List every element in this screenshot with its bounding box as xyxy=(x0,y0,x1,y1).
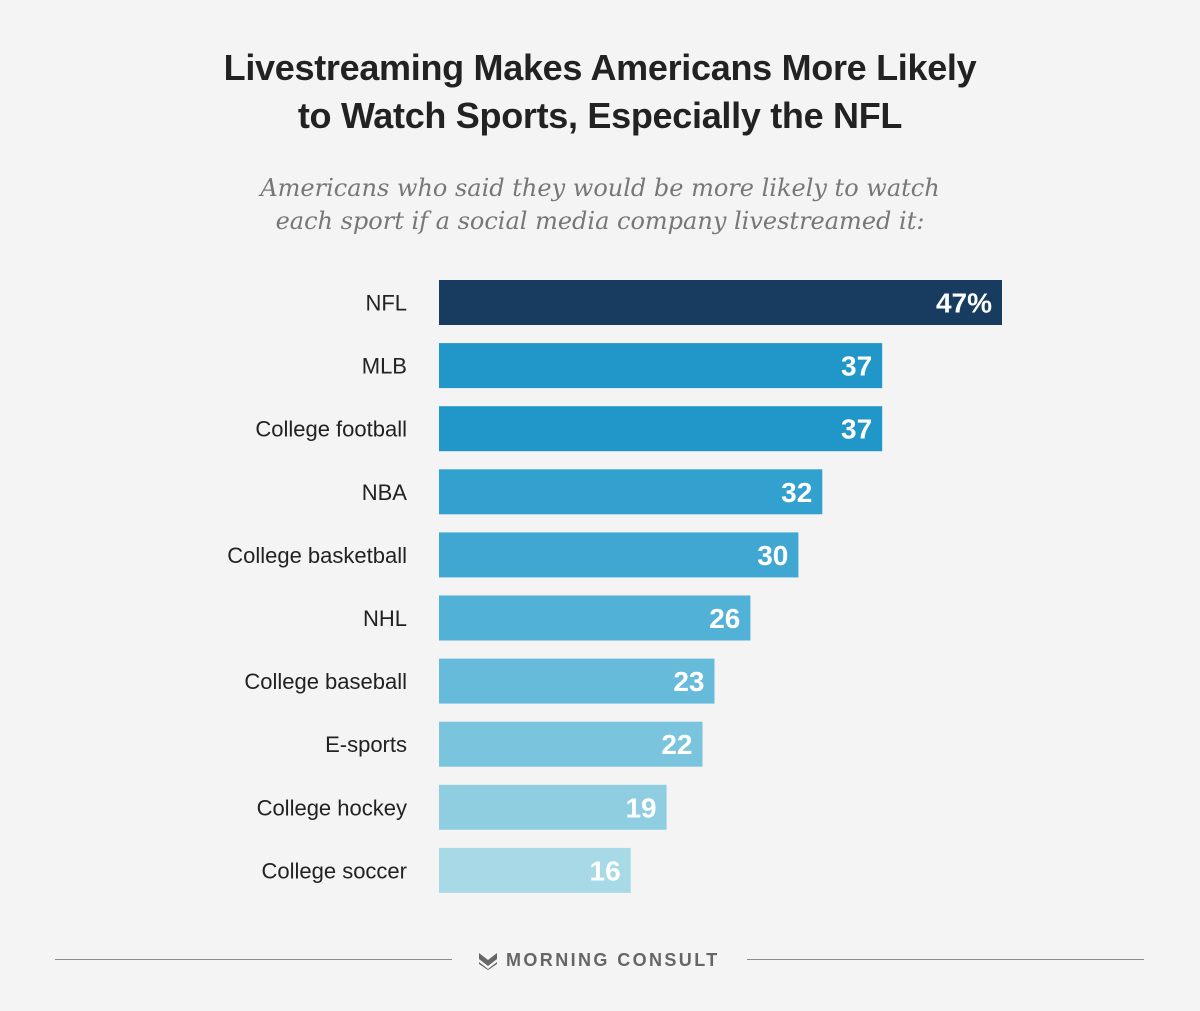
value-label: 30 xyxy=(757,540,788,571)
category-label: E-sports xyxy=(325,732,407,757)
category-label: NHL xyxy=(363,606,407,631)
bar xyxy=(439,280,1002,325)
bar xyxy=(439,784,667,830)
footer-brand: MORNING CONSULT xyxy=(478,946,720,974)
bar xyxy=(439,847,631,893)
chart-title-line-1: Livestreaming Makes Americans More Likel… xyxy=(223,47,977,88)
footer-divider-left xyxy=(55,959,452,960)
category-label: College basketball xyxy=(227,543,407,568)
value-label: 37 xyxy=(841,351,872,382)
category-label: NFL xyxy=(365,291,407,316)
category-label: MLB xyxy=(362,354,407,379)
brand-name: MORNING CONSULT xyxy=(506,949,720,970)
chart-subtitle-line-1: Americans who said they would be more li… xyxy=(260,174,940,202)
category-label: College football xyxy=(255,417,407,442)
chart-subtitle-line-2: each sport if a social media company liv… xyxy=(275,207,925,235)
bar xyxy=(439,721,703,767)
chart-title-line-2: to Watch Sports, Especially the NFL xyxy=(297,95,903,136)
category-label: NBA xyxy=(362,480,408,505)
value-label: 26 xyxy=(709,603,740,634)
value-label: 47% xyxy=(936,288,992,319)
morning-consult-chevron-icon xyxy=(479,953,497,970)
bar xyxy=(439,343,883,389)
value-label: 37 xyxy=(841,414,872,445)
chart-title: Livestreaming Makes Americans More Likel… xyxy=(0,44,1200,140)
category-label: College baseball xyxy=(244,669,407,694)
category-label: College soccer xyxy=(261,858,407,883)
chart-subtitle: Americans who said they would be more li… xyxy=(0,172,1200,238)
footer-divider-right xyxy=(747,959,1144,960)
value-label: 32 xyxy=(781,477,812,508)
value-label: 19 xyxy=(625,792,656,823)
bar xyxy=(439,406,883,452)
value-label: 23 xyxy=(673,666,704,697)
bar xyxy=(439,658,715,704)
category-label: College hockey xyxy=(257,795,407,820)
bar xyxy=(439,595,751,641)
value-label: 22 xyxy=(661,729,692,760)
bar xyxy=(439,469,823,515)
value-label: 16 xyxy=(590,855,621,886)
bar xyxy=(439,532,799,578)
